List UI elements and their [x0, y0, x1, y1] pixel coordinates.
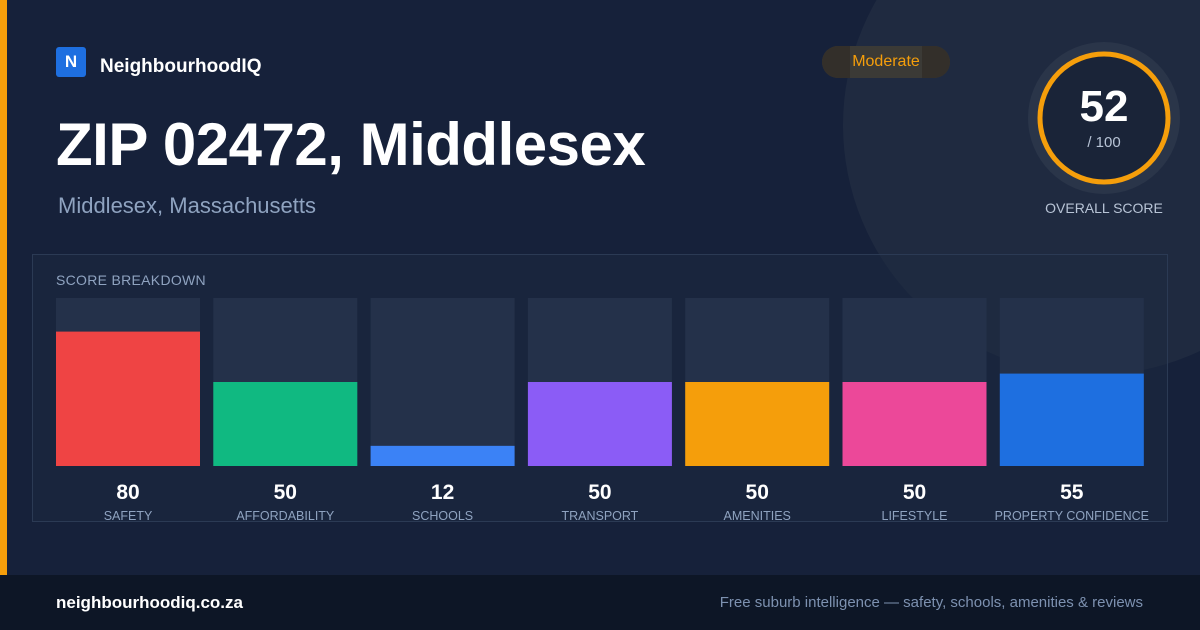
category-label: AMENITIES	[724, 509, 791, 523]
page-title: ZIP 02472, Middlesex	[56, 111, 646, 178]
score-ring-inner	[1042, 56, 1166, 180]
bar-safety	[56, 331, 200, 466]
brand-logo-icon: N	[56, 47, 86, 77]
category-label: TRANSPORT	[561, 509, 638, 523]
bar-schools	[370, 445, 515, 466]
bar-affordability	[213, 382, 358, 466]
overall-score-max: / 100	[1087, 134, 1121, 151]
bar-lifestyle	[842, 382, 987, 466]
bar-value-label: 50	[274, 481, 297, 504]
footer-tagline: Free suburb intelligence — safety, schoo…	[719, 594, 1143, 611]
brand-name: NeighbourhoodIQ	[100, 56, 262, 77]
bar-value-label: 50	[903, 481, 926, 504]
footer-url[interactable]: neighbourhoodiq.co.za	[56, 593, 243, 612]
rating-badge-label: Moderate	[852, 53, 920, 70]
category-label: AFFORDABILITY	[236, 509, 335, 523]
overall-score-value: 52	[1079, 82, 1129, 131]
bar-value-label: 12	[431, 481, 454, 504]
score-breakdown-title: SCORE BREAKDOWN	[56, 272, 206, 288]
bar-transport	[527, 382, 672, 466]
bar-amenities	[685, 382, 830, 466]
score-ring-track	[1037, 51, 1171, 185]
accent-bar	[0, 0, 7, 575]
category-label: SCHOOLS	[412, 509, 473, 523]
overall-score-label: OVERALL SCORE	[1045, 200, 1163, 216]
bar-track	[370, 298, 515, 466]
rating-badge: Moderate	[822, 46, 950, 78]
footer: neighbourhoodiq.co.za Free suburb intell…	[0, 575, 1200, 630]
category-label: LIFESTYLE	[882, 509, 948, 523]
bar-value-label: 50	[746, 481, 769, 504]
brand[interactable]: N NeighbourhoodIQ	[56, 46, 261, 78]
bar-value-label: 55	[1060, 481, 1084, 504]
bar-value-label: 50	[588, 481, 611, 504]
location-subtitle: Middlesex, Massachusetts	[58, 193, 316, 218]
bar-value-label: 80	[116, 481, 139, 504]
bar-property-confidence	[999, 373, 1144, 466]
category-label: PROPERTY CONFIDENCE	[995, 509, 1149, 523]
category-label: SAFETY	[104, 509, 153, 523]
score-ring	[1028, 42, 1180, 194]
overall-score-gauge: 52 / 100	[1028, 42, 1180, 194]
